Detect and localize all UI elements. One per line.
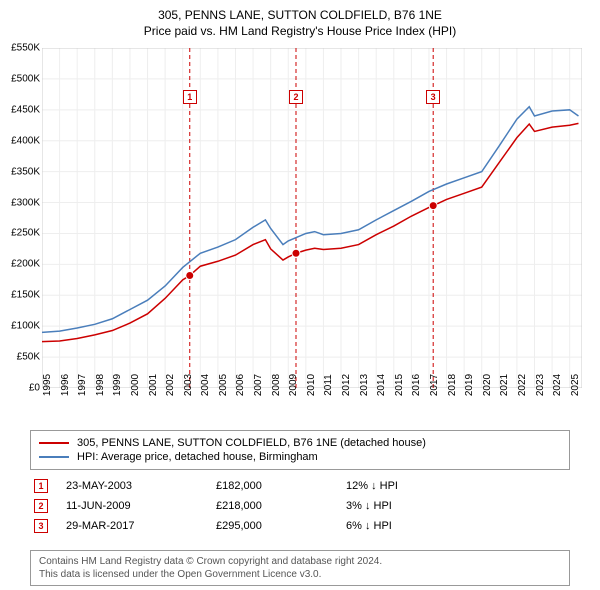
- x-axis-label: 2016: [411, 374, 422, 396]
- legend-swatch: [39, 442, 69, 444]
- y-axis-label: £50K: [0, 352, 40, 363]
- chart-area: £0£50K£100K£150K£200K£250K£300K£350K£400…: [42, 48, 582, 388]
- x-axis-label: 1995: [42, 374, 53, 396]
- legend-row: 305, PENNS LANE, SUTTON COLDFIELD, B76 1…: [39, 436, 561, 450]
- sale-diff: 3% ↓ HPI: [346, 500, 446, 512]
- sale-marker-box: 1: [183, 90, 197, 104]
- y-axis-label: £200K: [0, 259, 40, 270]
- chart-container: 305, PENNS LANE, SUTTON COLDFIELD, B76 1…: [0, 0, 600, 590]
- x-axis-label: 2010: [306, 374, 317, 396]
- x-axis-label: 2008: [271, 374, 282, 396]
- y-axis-label: £0: [0, 383, 40, 394]
- x-axis-label: 2000: [130, 374, 141, 396]
- y-axis-label: £450K: [0, 104, 40, 115]
- legend: 305, PENNS LANE, SUTTON COLDFIELD, B76 1…: [30, 430, 570, 470]
- y-axis-label: £400K: [0, 135, 40, 146]
- sale-diff: 6% ↓ HPI: [346, 520, 446, 532]
- chart-title: 305, PENNS LANE, SUTTON COLDFIELD, B76 1…: [0, 0, 600, 22]
- x-axis-label: 1999: [112, 374, 123, 396]
- x-axis-label: 1998: [95, 374, 106, 396]
- legend-swatch: [39, 456, 69, 458]
- x-axis-label: 2021: [499, 374, 510, 396]
- x-axis-label: 2018: [447, 374, 458, 396]
- legend-label: HPI: Average price, detached house, Birm…: [77, 451, 318, 463]
- y-axis-label: £150K: [0, 290, 40, 301]
- sale-diff: 12% ↓ HPI: [346, 480, 446, 492]
- sale-row: 2 11-JUN-2009£218,0003% ↓ HPI: [30, 496, 570, 516]
- x-axis-label: 2017: [429, 374, 440, 396]
- y-axis-label: £300K: [0, 197, 40, 208]
- sale-row: 3 29-MAR-2017£295,0006% ↓ HPI: [30, 516, 570, 536]
- legend-label: 305, PENNS LANE, SUTTON COLDFIELD, B76 1…: [77, 437, 426, 449]
- sale-date: 11-JUN-2009: [66, 500, 216, 512]
- sale-date: 29-MAR-2017: [66, 520, 216, 532]
- sales-table: 1 23-MAY-2003£182,00012% ↓ HPI 2 11-JUN-200…: [30, 476, 570, 536]
- sale-marker-icon: 1: [34, 479, 48, 493]
- sale-price: £182,000: [216, 480, 346, 492]
- footer-line: Contains HM Land Registry data © Crown c…: [39, 555, 561, 568]
- x-axis-label: 2011: [323, 374, 334, 396]
- x-axis-label: 2014: [376, 374, 387, 396]
- line-chart: [42, 48, 582, 388]
- x-axis-label: 2019: [464, 374, 475, 396]
- sale-date: 23-MAY-2003: [66, 480, 216, 492]
- x-axis-label: 2006: [235, 374, 246, 396]
- footer-attribution: Contains HM Land Registry data © Crown c…: [30, 550, 570, 586]
- footer-line: This data is licensed under the Open Gov…: [39, 568, 561, 581]
- y-axis-label: £350K: [0, 166, 40, 177]
- chart-subtitle: Price paid vs. HM Land Registry's House …: [0, 22, 600, 44]
- x-axis-label: 2001: [148, 374, 159, 396]
- y-axis-label: £250K: [0, 228, 40, 239]
- x-axis-label: 2002: [165, 374, 176, 396]
- sale-price: £218,000: [216, 500, 346, 512]
- x-axis-label: 2013: [359, 374, 370, 396]
- x-axis-label: 1997: [77, 374, 88, 396]
- x-axis-label: 2025: [570, 374, 581, 396]
- x-axis-label: 2012: [341, 374, 352, 396]
- sale-marker-box: 3: [426, 90, 440, 104]
- x-axis-label: 2023: [535, 374, 546, 396]
- sale-marker-icon: 3: [34, 519, 48, 533]
- x-axis-label: 2004: [200, 374, 211, 396]
- x-axis-label: 1996: [60, 374, 71, 396]
- sale-marker-box: 2: [289, 90, 303, 104]
- sale-row: 1 23-MAY-2003£182,00012% ↓ HPI: [30, 476, 570, 496]
- x-axis-label: 2024: [552, 374, 563, 396]
- sale-marker-icon: 2: [34, 499, 48, 513]
- x-axis-label: 2005: [218, 374, 229, 396]
- sale-price: £295,000: [216, 520, 346, 532]
- x-axis-label: 2015: [394, 374, 405, 396]
- y-axis-label: £500K: [0, 73, 40, 84]
- x-axis-label: 2007: [253, 374, 264, 396]
- x-axis-label: 2009: [288, 374, 299, 396]
- x-axis-label: 2003: [183, 374, 194, 396]
- x-axis-label: 2020: [482, 374, 493, 396]
- y-axis-label: £550K: [0, 43, 40, 54]
- y-axis-label: £100K: [0, 321, 40, 332]
- x-axis-label: 2022: [517, 374, 528, 396]
- legend-row: HPI: Average price, detached house, Birm…: [39, 450, 561, 464]
